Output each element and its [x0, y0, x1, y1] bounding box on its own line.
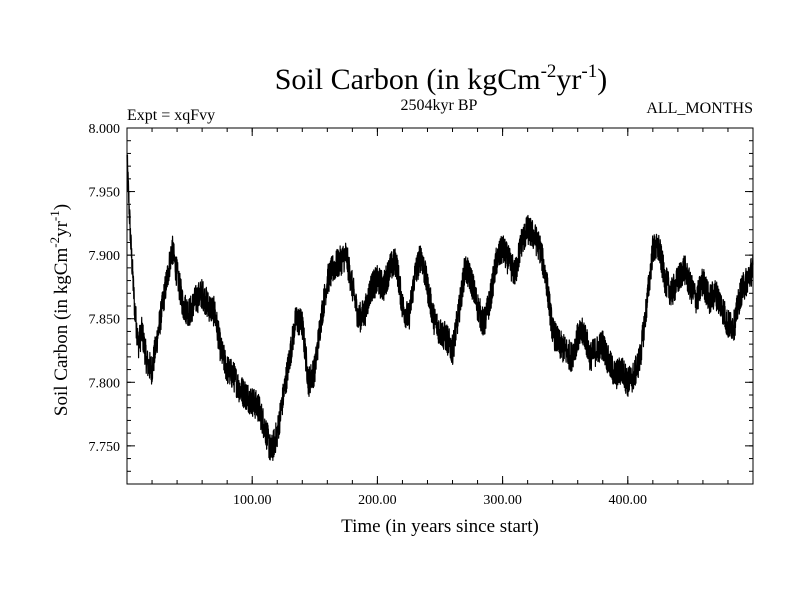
- plot-area: 7.750 7.800 7.850 7.900 7.950 8.000 100.00 200.…: [89, 122, 754, 508]
- plot-frame: [126, 127, 754, 485]
- y-tick-label: 7.800: [89, 376, 121, 391]
- y-tick-label: 7.850: [89, 313, 121, 328]
- chart-title: Soil Carbon (in kgCm-2yr-1): [275, 61, 608, 96]
- y-tick-label: 8.000: [89, 122, 121, 137]
- ylabel-exponent-2: -1: [47, 210, 62, 221]
- y-tick-label: 7.900: [89, 249, 121, 264]
- x-tick-label: 100.00: [233, 493, 272, 508]
- ylabel-exponent-1: -2: [47, 237, 62, 248]
- y-axis-label: Soil Carbon (in kgCm-2yr-1): [47, 204, 72, 416]
- y-tick-label: 7.750: [89, 440, 121, 455]
- x-axis-label: Time (in years since start): [341, 516, 539, 537]
- period-label: 2504kyr BP: [401, 97, 478, 114]
- y-tick-label: 7.950: [89, 186, 121, 201]
- x-tick-label: 200.00: [358, 493, 397, 508]
- title-exponent-2: -1: [581, 61, 597, 82]
- x-tick-label: 400.00: [609, 493, 648, 508]
- title-exponent-1: -2: [541, 61, 557, 82]
- x-tick-label: 300.00: [483, 493, 522, 508]
- soil-carbon-series-line: [126, 154, 754, 461]
- months-label: ALL_MONTHS: [646, 100, 753, 117]
- experiment-label: Expt = xqFvy: [127, 107, 215, 124]
